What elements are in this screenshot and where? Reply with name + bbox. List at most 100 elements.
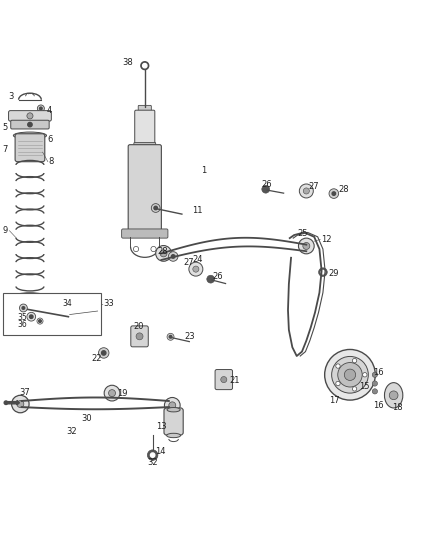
Text: 1: 1 xyxy=(201,166,206,175)
Circle shape xyxy=(27,113,33,119)
Text: 10: 10 xyxy=(47,296,57,305)
Text: 37: 37 xyxy=(19,387,30,397)
Circle shape xyxy=(169,402,176,409)
Text: 15: 15 xyxy=(359,382,370,391)
Text: 36: 36 xyxy=(18,320,28,329)
Text: 11: 11 xyxy=(192,206,202,215)
Text: 21: 21 xyxy=(229,376,240,385)
Text: 32: 32 xyxy=(67,427,77,436)
Text: 26: 26 xyxy=(213,272,223,280)
Text: 28: 28 xyxy=(338,185,349,194)
Circle shape xyxy=(344,369,356,381)
Text: 29: 29 xyxy=(328,269,339,278)
Circle shape xyxy=(37,105,44,112)
Circle shape xyxy=(22,306,25,309)
Ellipse shape xyxy=(166,433,180,438)
Circle shape xyxy=(169,335,172,338)
Text: 34: 34 xyxy=(62,299,72,308)
Circle shape xyxy=(160,250,167,257)
Circle shape xyxy=(136,333,143,340)
Circle shape xyxy=(12,395,29,413)
FancyBboxPatch shape xyxy=(9,111,51,121)
Text: 3: 3 xyxy=(8,92,14,101)
FancyBboxPatch shape xyxy=(131,326,148,347)
Circle shape xyxy=(193,266,199,272)
Ellipse shape xyxy=(167,408,180,412)
Circle shape xyxy=(372,381,378,386)
Circle shape xyxy=(389,391,398,400)
Circle shape xyxy=(37,318,43,324)
Circle shape xyxy=(141,62,149,70)
Circle shape xyxy=(150,453,155,457)
Circle shape xyxy=(29,315,33,318)
Circle shape xyxy=(332,357,368,393)
FancyBboxPatch shape xyxy=(134,142,155,149)
Circle shape xyxy=(372,372,378,377)
Circle shape xyxy=(171,255,175,258)
FancyBboxPatch shape xyxy=(138,106,151,112)
Circle shape xyxy=(167,333,174,340)
Text: 7: 7 xyxy=(2,145,8,154)
Ellipse shape xyxy=(13,293,47,302)
Circle shape xyxy=(303,243,310,249)
FancyBboxPatch shape xyxy=(15,134,45,161)
FancyBboxPatch shape xyxy=(215,369,233,390)
FancyBboxPatch shape xyxy=(122,229,168,238)
Circle shape xyxy=(221,376,227,383)
FancyBboxPatch shape xyxy=(11,120,49,129)
Text: 25: 25 xyxy=(297,229,308,238)
Circle shape xyxy=(148,450,158,461)
Circle shape xyxy=(168,252,178,261)
Text: 35: 35 xyxy=(18,313,28,322)
Text: 20: 20 xyxy=(134,322,145,331)
Circle shape xyxy=(298,238,314,254)
Text: 4: 4 xyxy=(47,106,52,115)
Circle shape xyxy=(164,398,180,413)
Text: 22: 22 xyxy=(92,354,102,362)
Text: 17: 17 xyxy=(329,396,340,405)
Text: 30: 30 xyxy=(81,414,92,423)
Circle shape xyxy=(39,107,42,110)
Text: 33: 33 xyxy=(104,299,114,308)
Circle shape xyxy=(318,268,327,277)
Circle shape xyxy=(154,206,157,210)
Text: 16: 16 xyxy=(373,401,384,410)
Text: 12: 12 xyxy=(321,235,331,244)
Text: 16: 16 xyxy=(373,368,384,377)
Circle shape xyxy=(336,364,340,368)
Text: 28: 28 xyxy=(157,247,168,256)
Circle shape xyxy=(99,348,109,358)
FancyBboxPatch shape xyxy=(128,144,161,233)
Circle shape xyxy=(303,188,309,194)
FancyBboxPatch shape xyxy=(164,408,183,435)
Text: 23: 23 xyxy=(184,332,194,341)
Circle shape xyxy=(325,350,375,400)
Circle shape xyxy=(17,400,24,408)
Circle shape xyxy=(363,373,367,377)
Text: 6: 6 xyxy=(48,134,53,143)
FancyArrow shape xyxy=(6,400,19,405)
Circle shape xyxy=(353,359,357,363)
Text: 9: 9 xyxy=(3,226,8,235)
Circle shape xyxy=(329,189,339,198)
Text: 24: 24 xyxy=(192,255,202,264)
Text: 26: 26 xyxy=(262,180,272,189)
Circle shape xyxy=(207,275,215,283)
Circle shape xyxy=(151,204,160,212)
Circle shape xyxy=(262,185,270,193)
Text: 38: 38 xyxy=(122,58,133,67)
Circle shape xyxy=(27,312,35,321)
Text: 27: 27 xyxy=(309,182,319,191)
Circle shape xyxy=(28,123,32,127)
Bar xyxy=(3,293,101,335)
FancyBboxPatch shape xyxy=(135,110,155,146)
Text: 13: 13 xyxy=(156,422,167,431)
Circle shape xyxy=(39,320,41,322)
Circle shape xyxy=(353,387,357,391)
Circle shape xyxy=(189,262,203,276)
Text: 19: 19 xyxy=(117,389,127,398)
Text: 27: 27 xyxy=(183,257,194,266)
Circle shape xyxy=(4,401,8,405)
Circle shape xyxy=(155,246,171,261)
Circle shape xyxy=(321,270,325,274)
